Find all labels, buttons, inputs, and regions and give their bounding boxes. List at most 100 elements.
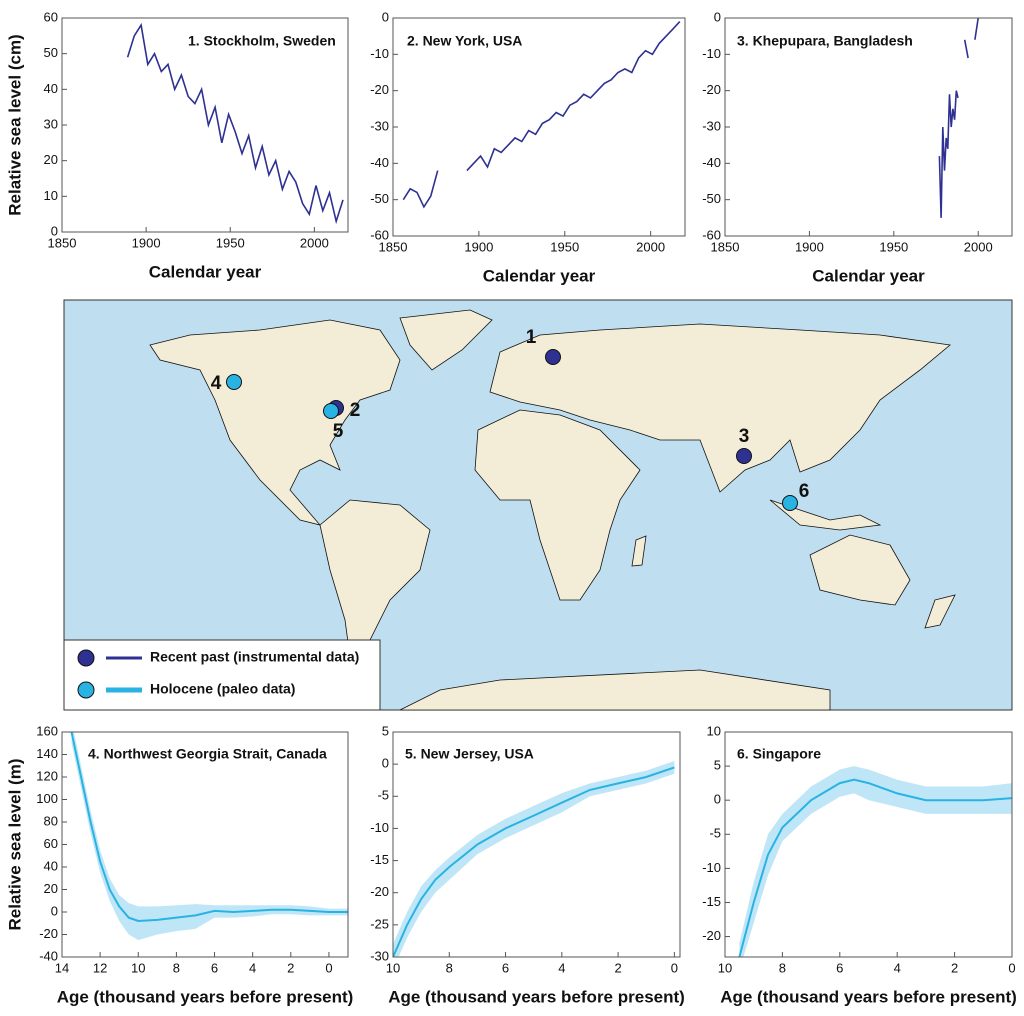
plot-frame	[724, 731, 1013, 958]
y-tick-label: -50	[702, 191, 721, 206]
legend-marker	[77, 681, 95, 699]
x-tick-label: 14	[55, 960, 69, 975]
south-america	[319, 499, 431, 674]
x-axis-label: Calendar year	[812, 266, 925, 285]
x-tick-label: 8	[446, 960, 453, 975]
x-tick-label: 2000	[964, 239, 993, 254]
site-label: 1	[526, 327, 537, 348]
legend-marker	[77, 649, 95, 667]
y-tick-label: -10	[370, 820, 389, 835]
y-tick-label: 10	[44, 188, 58, 203]
y-tick-label: 20	[44, 152, 58, 167]
y-axis-label: Relative sea level (m)	[5, 759, 24, 931]
x-tick-label: 1950	[550, 239, 579, 254]
x-tick-label: 2	[951, 960, 958, 975]
y-tick-label: 5	[714, 758, 721, 773]
y-tick-label: -25	[370, 916, 389, 931]
x-tick-label: 1850	[48, 235, 77, 250]
x-axis-label: Calendar year	[149, 262, 262, 281]
y-tick-label: 120	[36, 768, 58, 783]
site-label: 6	[799, 481, 810, 502]
site-label: 4	[211, 373, 222, 394]
y-tick-label: -30	[370, 948, 389, 963]
x-tick-label: 4	[558, 960, 565, 975]
x-tick-label: 10	[718, 960, 732, 975]
y-tick-label: 0	[382, 756, 389, 771]
site-marker	[323, 403, 339, 419]
x-tick-label: 0	[325, 960, 332, 975]
y-tick-label: 80	[44, 813, 58, 828]
chart-title: 4. Northwest Georgia Strait, Canada	[88, 746, 327, 762]
site-marker	[736, 448, 752, 464]
x-tick-label: 12	[93, 960, 107, 975]
y-tick-label: -40	[370, 155, 389, 170]
world-map	[63, 299, 1013, 711]
y-tick-label: 5	[382, 723, 389, 738]
data-line	[70, 732, 348, 923]
x-axis-label: Age (thousand years before present)	[388, 987, 685, 1006]
x-tick-label: 1900	[132, 235, 161, 250]
y-tick-label: 100	[36, 791, 58, 806]
y-tick-label: -10	[702, 46, 721, 61]
plot-frame	[724, 17, 1013, 237]
data-line	[738, 778, 1012, 957]
x-tick-label: 2	[614, 960, 621, 975]
eurasia	[489, 323, 951, 493]
x-axis-label: Age (thousand years before present)	[720, 987, 1017, 1006]
y-tick-label: 40	[44, 858, 58, 873]
data-line	[402, 21, 681, 209]
y-tick-label: -30	[702, 118, 721, 133]
y-tick-label: 0	[51, 903, 58, 918]
x-tick-label: 8	[779, 960, 786, 975]
plot-frame	[392, 731, 681, 958]
x-tick-label: 1900	[464, 239, 493, 254]
x-tick-label: 1850	[711, 239, 740, 254]
site-label: 5	[333, 421, 344, 442]
y-tick-label: 140	[36, 746, 58, 761]
y-tick-label: -20	[39, 926, 58, 941]
chart-panel: -20 -15 -10 -5 0 5 10 10 8 6 4 2 0 6. Singapore Age (t…	[702, 723, 1017, 1006]
y-tick-label: -40	[702, 155, 721, 170]
x-tick-label: 1950	[879, 239, 908, 254]
chart-title: 6. Singapore	[737, 746, 821, 762]
indonesia	[769, 499, 882, 531]
site-marker	[545, 349, 561, 365]
data-line	[393, 766, 675, 957]
y-tick-label: 160	[36, 723, 58, 738]
y-tick-label: -30	[370, 118, 389, 133]
y-tick-label: 60	[44, 836, 58, 851]
chart-title: 1. Stockholm, Sweden	[188, 33, 336, 49]
plot-frame	[61, 17, 349, 233]
y-tick-label: 20	[44, 881, 58, 896]
y-tick-label: -20	[370, 82, 389, 97]
y-tick-label: 10	[707, 723, 721, 738]
y-tick-label: -5	[377, 788, 389, 803]
y-tick-label: 30	[44, 116, 58, 131]
y-tick-label: -15	[370, 852, 389, 867]
site-label: 3	[739, 426, 750, 447]
plot-frame	[392, 17, 686, 237]
x-tick-label: 6	[836, 960, 843, 975]
chart-title: 5. New Jersey, USA	[405, 746, 534, 762]
y-tick-label: -5	[709, 826, 721, 841]
x-axis-label: Age (thousand years before present)	[57, 987, 354, 1006]
y-tick-label: -10	[370, 46, 389, 61]
greenland	[399, 309, 493, 371]
africa	[474, 409, 641, 601]
chart-panel: -30 -25 -20 -15 -10 -5 0 5 10 8 6 4 2 0 5. New Jersey,…	[370, 723, 685, 1006]
chart-panel: 0 10 20 30 40 50 60 1850 1900 1950 2000 1. Stockhol…	[5, 9, 349, 281]
x-tick-label: 10	[131, 960, 145, 975]
y-tick-label: 50	[44, 45, 58, 60]
legend-label: Recent past (instrumental data)	[150, 649, 359, 665]
y-axis-label: Relative sea level (cm)	[5, 34, 24, 215]
y-tick-label: 0	[51, 223, 58, 238]
chart-panel: -60 -50 -40 -30 -20 -10 0 1850 1900 1950 2000 3. Kh…	[702, 9, 1013, 285]
y-tick-label: -60	[370, 227, 389, 242]
x-tick-label: 6	[502, 960, 509, 975]
uncertainty-band	[739, 766, 1012, 957]
x-tick-label: 2000	[300, 235, 329, 250]
y-tick-label: -60	[702, 227, 721, 242]
site-marker	[782, 495, 798, 511]
y-tick-label: -50	[370, 191, 389, 206]
